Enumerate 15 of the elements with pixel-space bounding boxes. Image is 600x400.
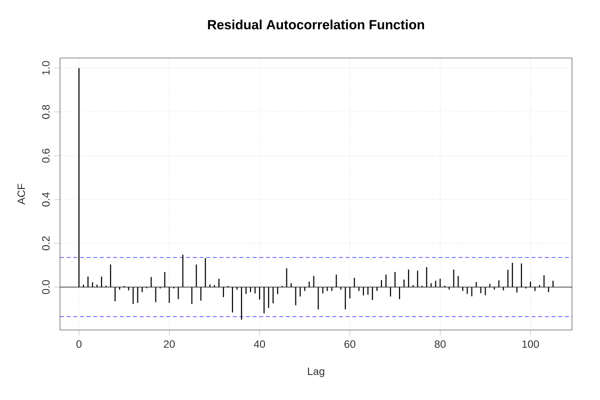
y-tick-label: 0.8	[42, 104, 50, 119]
chart-title: Residual Autocorrelation Function	[208, 20, 424, 30]
y-tick-label: 1.0	[42, 61, 50, 75]
y-axis-title: ACF	[18, 184, 26, 205]
x-tick-label: 20	[164, 340, 175, 348]
x-tick-label: 100	[522, 340, 539, 348]
x-tick-label: 60	[344, 340, 356, 348]
y-tick-label: 0.4	[42, 192, 50, 206]
y-tick-label: 0.2	[42, 236, 50, 250]
y-tick-label: 0.6	[42, 148, 50, 163]
x-tick-label: 0	[76, 340, 82, 348]
x-axis-title: Lag	[308, 368, 324, 378]
y-tick-label: 0.0	[42, 280, 50, 294]
x-tick-label: 40	[254, 340, 266, 348]
x-tick-label: 80	[434, 340, 446, 348]
